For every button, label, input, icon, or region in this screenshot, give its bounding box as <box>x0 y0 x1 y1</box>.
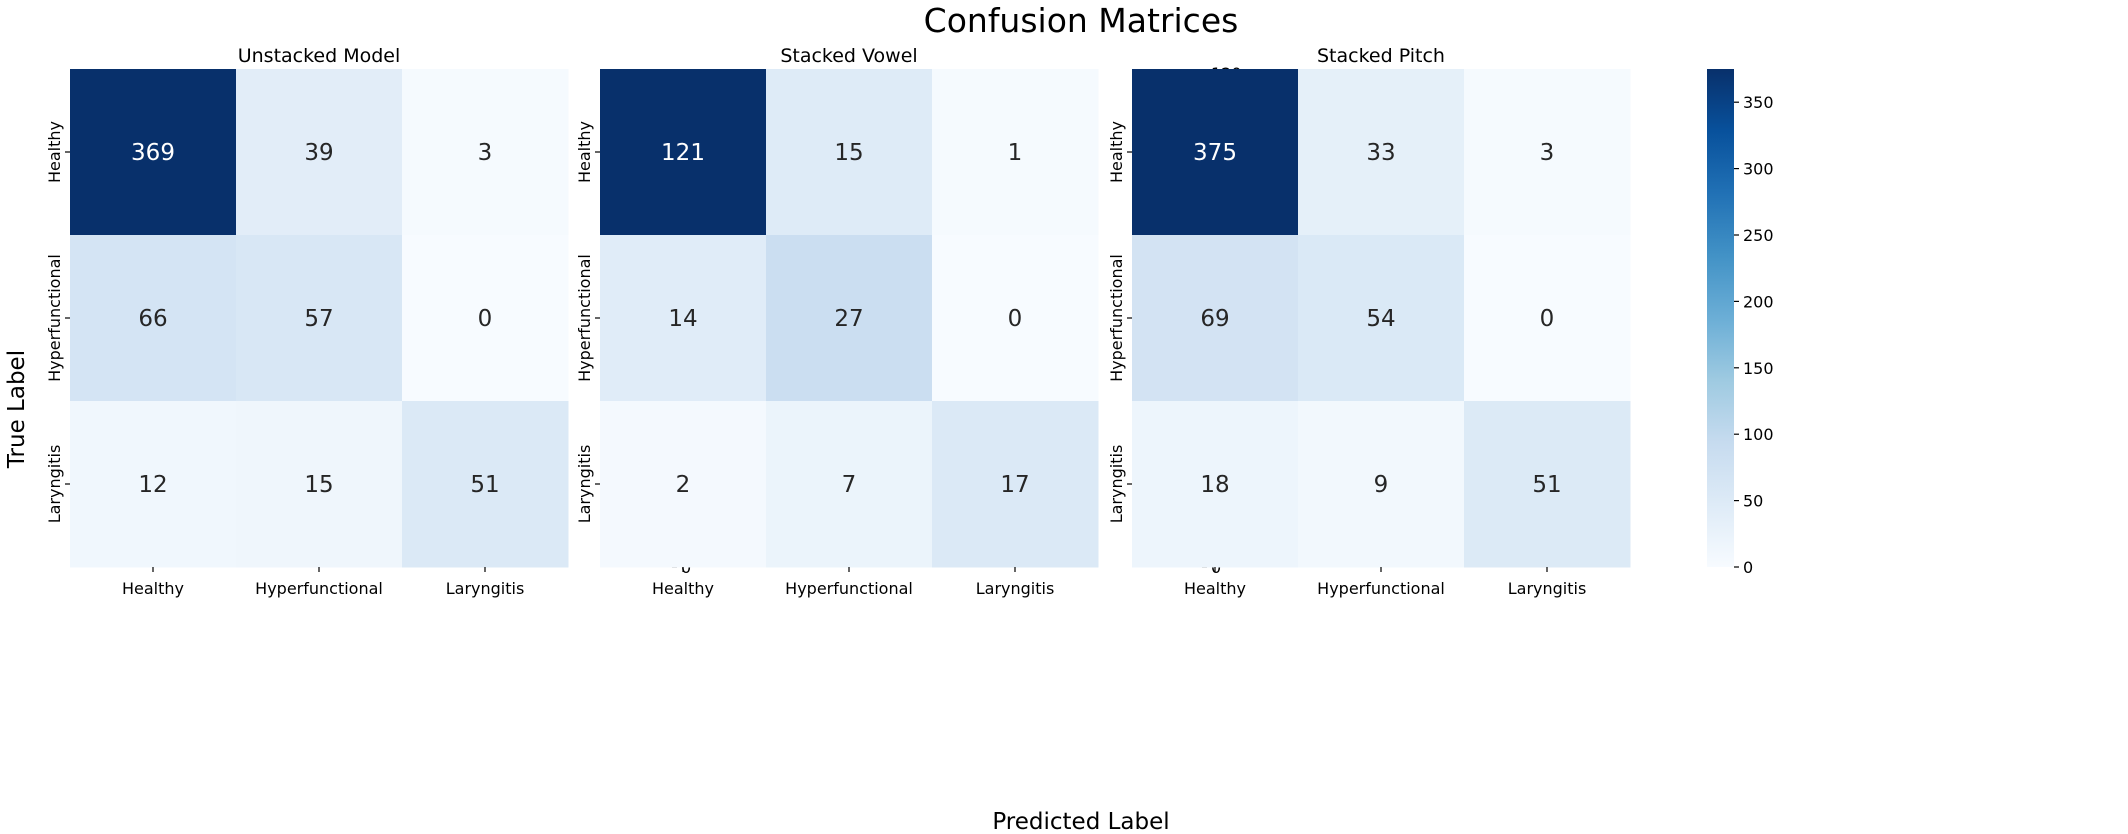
heatmap-cell <box>1464 69 1631 236</box>
cell-value-label: 15 <box>834 140 863 166</box>
cell-value-label: 0 <box>478 306 493 332</box>
cell-value-label: 12 <box>138 472 167 498</box>
heatmap-cell <box>236 69 403 236</box>
x-tick-label: Healthy <box>122 579 184 598</box>
heatmap-cell <box>600 69 767 236</box>
cell-value-label: 3 <box>478 140 493 166</box>
cell-value-label: 57 <box>304 306 333 332</box>
heatmap-cell <box>1298 235 1465 402</box>
cell-value-label: 121 <box>661 140 705 166</box>
heatmap-cell <box>70 401 237 568</box>
colorbar-tick-label: 150 <box>1743 359 1774 378</box>
heatmap-cell <box>1132 401 1299 568</box>
figure-title: Confusion Matrices <box>924 1 1239 40</box>
heatmap-cell <box>1464 235 1631 402</box>
heatmap-cell <box>402 235 569 402</box>
x-tick-label: Hyperfunctional <box>255 579 383 598</box>
heatmap-cell <box>1298 69 1465 236</box>
y-tick-label: Laryngitis <box>45 445 64 524</box>
figure-ylabel: True Label <box>4 350 30 469</box>
y-tick-label: Laryngitis <box>1107 445 1126 524</box>
panel-title: Stacked Pitch <box>1317 45 1445 67</box>
y-tick-label: Healthy <box>45 121 64 183</box>
colorbar-tick-label: 50 <box>1743 492 1763 511</box>
x-tick-label: Hyperfunctional <box>785 579 913 598</box>
colorbar-tick-label: 300 <box>1743 160 1774 179</box>
panel-title: Unstacked Model <box>238 45 401 67</box>
y-tick-label: Hyperfunctional <box>45 254 64 382</box>
heatmap-cell <box>1464 401 1631 568</box>
heatmap-cell <box>236 401 403 568</box>
cell-value-label: 369 <box>131 140 175 166</box>
cell-value-label: 7 <box>842 472 857 498</box>
y-tick-label: Hyperfunctional <box>575 254 594 382</box>
x-tick-label: Healthy <box>1184 579 1246 598</box>
heatmap-cell <box>402 69 569 236</box>
heatmap-cell <box>1132 235 1299 402</box>
cell-value-label: 17 <box>1000 472 1029 498</box>
cell-value-label: 51 <box>470 472 499 498</box>
cell-value-label: 15 <box>304 472 333 498</box>
panel-title: Stacked Vowel <box>780 45 917 67</box>
colorbar-tick-label: 250 <box>1743 226 1774 245</box>
cell-value-label: 54 <box>1366 306 1395 332</box>
y-tick-label: Healthy <box>575 121 594 183</box>
heatmap-cell <box>600 235 767 402</box>
figure-xlabel: Predicted Label <box>992 809 1169 834</box>
heatmap-cell <box>402 401 569 568</box>
cell-value-label: 51 <box>1532 472 1561 498</box>
colorbar-tick-label: 100 <box>1743 425 1774 444</box>
heatmap-cell <box>932 401 1099 568</box>
y-tick-label: Healthy <box>1107 121 1126 183</box>
heatmap-cell <box>70 69 237 236</box>
cell-value-label: 375 <box>1193 140 1237 166</box>
y-tick-label: Laryngitis <box>575 445 594 524</box>
cell-value-label: 0 <box>1008 306 1023 332</box>
x-tick-label: Hyperfunctional <box>1317 579 1445 598</box>
heatmap-cell <box>932 69 1099 236</box>
heatmap-cell <box>932 235 1099 402</box>
heatmap-cell <box>766 401 933 568</box>
heatmap-cell <box>1132 69 1299 236</box>
cell-value-label: 3 <box>1540 140 1555 166</box>
heatmap-cell <box>766 235 933 402</box>
cell-value-label: 9 <box>1374 472 1389 498</box>
x-tick-label: Laryngitis <box>1508 579 1587 598</box>
x-tick-label: Laryngitis <box>446 579 525 598</box>
heatmap-cell <box>766 69 933 236</box>
cell-value-label: 27 <box>834 306 863 332</box>
heatmap-cell <box>1298 401 1465 568</box>
y-tick-label: Hyperfunctional <box>1107 254 1126 382</box>
colorbar-tick-label: 350 <box>1743 93 1774 112</box>
colorbar-tick-label: 200 <box>1743 292 1774 311</box>
colorbar-tick-label: 0 <box>1743 558 1753 577</box>
heatmap-cell <box>70 235 237 402</box>
heatmap-cell <box>600 401 767 568</box>
cell-value-label: 0 <box>1540 306 1555 332</box>
cell-value-label: 39 <box>304 140 333 166</box>
cell-value-label: 18 <box>1200 472 1229 498</box>
colorbar <box>1707 69 1734 567</box>
cell-value-label: 33 <box>1366 140 1395 166</box>
heatmap-cell <box>236 235 403 402</box>
cell-value-label: 69 <box>1200 306 1229 332</box>
x-tick-label: Healthy <box>652 579 714 598</box>
cell-value-label: 2 <box>676 472 691 498</box>
cell-value-label: 66 <box>138 306 167 332</box>
x-tick-label: Laryngitis <box>976 579 1055 598</box>
cell-value-label: 14 <box>668 306 697 332</box>
cell-value-label: 1 <box>1008 140 1023 166</box>
